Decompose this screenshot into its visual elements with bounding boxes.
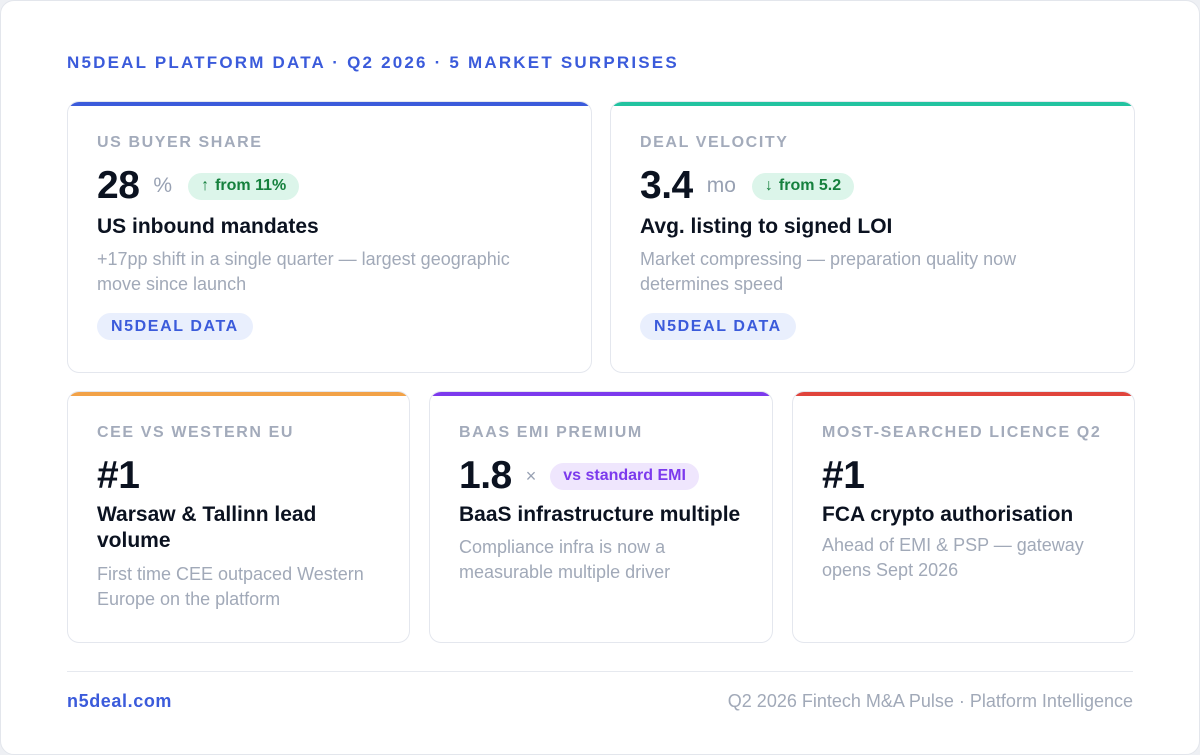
source-tag: N5DEAL DATA	[97, 313, 253, 340]
metric-value: #1	[822, 454, 865, 497]
metric-value: 1.8	[459, 454, 512, 497]
arrow-up-icon: ↑	[201, 177, 210, 194]
metric-unit: ×	[525, 465, 537, 486]
card-description: +17pp shift in a single quarter — larges…	[97, 249, 510, 294]
site-link[interactable]: n5deal.com	[67, 691, 173, 711]
card-label: BAAS EMI PREMIUM	[459, 424, 643, 441]
card-most-searched-licence: MOST-SEARCHED LICENCE Q2 #1 FCA crypto a…	[792, 391, 1135, 643]
change-text: from 11%	[215, 177, 287, 194]
card-us-buyer-share: US BUYER SHARE 28 % ↑ from 11% US inboun…	[67, 101, 592, 373]
metric-value: #1	[97, 454, 140, 497]
card-headline: US inbound mandates	[97, 215, 319, 238]
metric-row: 1.8 × vs standard EMI	[459, 454, 699, 498]
footer-divider	[67, 671, 1133, 672]
change-text: from 5.2	[778, 177, 842, 194]
card-headline: Warsaw & Tallinn lead volume	[97, 503, 317, 552]
metric-row: #1	[822, 454, 865, 498]
card-headline: Avg. listing to signed LOI	[640, 215, 893, 238]
card-description: Market compressing — preparation quality…	[640, 249, 1017, 294]
card-headline: FCA crypto authorisation	[822, 503, 1074, 526]
arrow-down-icon: ↓	[764, 177, 773, 194]
metric-row: 28 % ↑ from 11%	[97, 164, 300, 208]
change-badge: ↓ from 5.2	[751, 172, 855, 200]
metric-unit: mo	[706, 174, 736, 197]
metric-row: 3.4 mo ↓ from 5.2	[640, 164, 855, 208]
card-description: Ahead of EMI & PSP — gateway opens Sept …	[822, 535, 1084, 580]
card-description: First time CEE outpaced Western Europe o…	[97, 564, 364, 609]
card-label: US BUYER SHARE	[97, 134, 263, 151]
card-description: Compliance infra is now a measurable mul…	[459, 537, 671, 582]
card-label: CEE VS WESTERN EU	[97, 424, 295, 441]
source-tag: N5DEAL DATA	[640, 313, 796, 340]
change-badge: ↑ from 11%	[188, 172, 300, 200]
card-cee-vs-western-eu: CEE VS WESTERN EU #1 Warsaw & Tallinn le…	[67, 391, 410, 643]
metric-value: 28	[97, 164, 140, 207]
metric-unit: %	[153, 174, 173, 197]
card-accent-bar	[793, 392, 1134, 396]
card-label: MOST-SEARCHED LICENCE Q2	[822, 424, 1102, 441]
card-accent-bar	[611, 102, 1134, 106]
metric-value: 3.4	[640, 164, 693, 207]
card-deal-velocity: DEAL VELOCITY 3.4 mo ↓ from 5.2 Avg. lis…	[610, 101, 1135, 373]
footer-caption: Q2 2026 Fintech M&A Pulse · Platform Int…	[727, 691, 1133, 711]
card-headline: BaaS infrastructure multiple	[459, 503, 741, 526]
metric-row: #1	[97, 454, 140, 498]
card-label: DEAL VELOCITY	[640, 134, 789, 151]
comparison-badge: vs standard EMI	[550, 462, 699, 490]
card-accent-bar	[68, 102, 591, 106]
card-accent-bar	[430, 392, 772, 396]
card-baas-emi-premium: BAAS EMI PREMIUM 1.8 × vs standard EMI B…	[429, 391, 773, 643]
card-accent-bar	[68, 392, 409, 396]
page-eyebrow: N5DEAL PLATFORM DATA · Q2 2026 · 5 MARKE…	[67, 53, 679, 72]
